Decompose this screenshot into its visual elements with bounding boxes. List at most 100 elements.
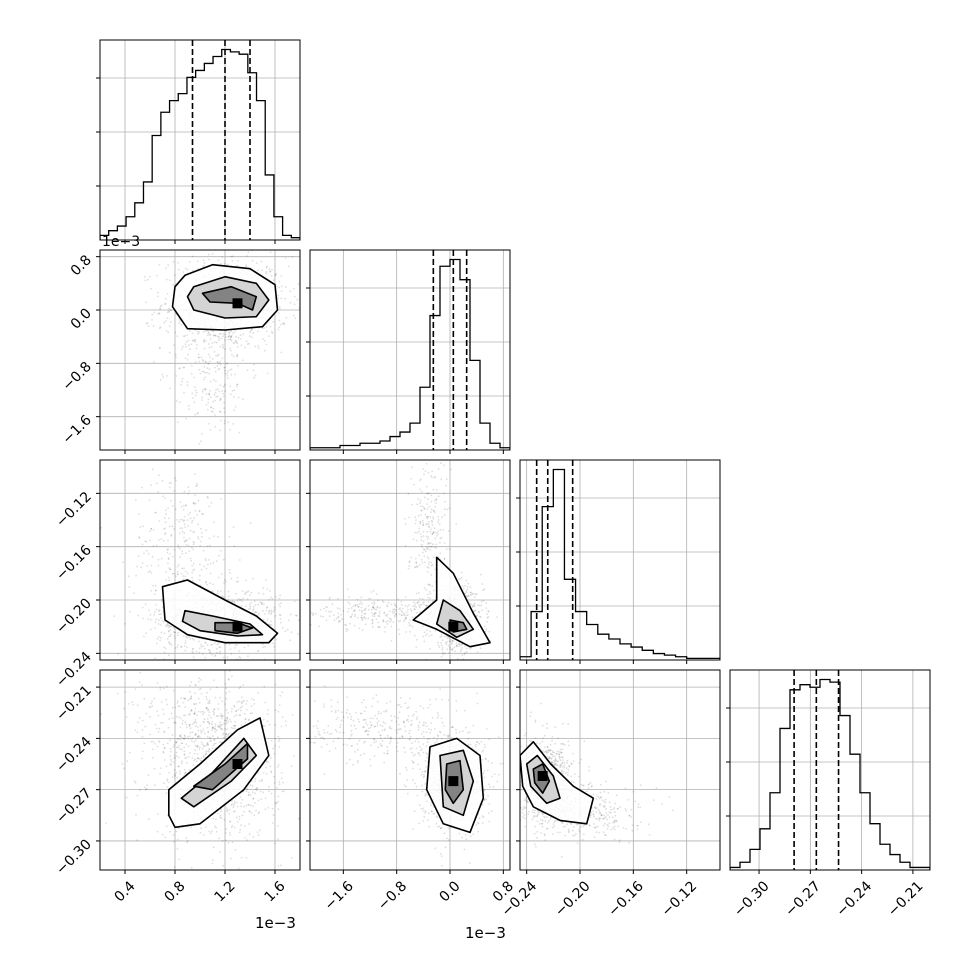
sample-point xyxy=(173,721,175,724)
sample-point xyxy=(240,701,243,703)
sample-point xyxy=(448,548,451,550)
sample-point xyxy=(383,611,386,614)
sample-point xyxy=(209,360,212,363)
sample-point xyxy=(217,736,219,739)
sample-point xyxy=(164,527,167,530)
sample-point xyxy=(264,725,266,727)
sample-point xyxy=(262,338,264,340)
sample-point xyxy=(235,710,237,713)
sample-point xyxy=(274,273,277,276)
sample-point xyxy=(417,600,420,603)
sample-point xyxy=(194,361,197,363)
sample-point xyxy=(136,704,139,707)
sample-point xyxy=(164,497,166,500)
sample-point xyxy=(205,340,207,342)
sample-point xyxy=(340,613,342,616)
sample-point xyxy=(236,701,239,704)
sample-point xyxy=(126,760,129,763)
sample-point xyxy=(117,652,120,655)
sample-point xyxy=(198,640,200,643)
sample-point xyxy=(198,369,201,371)
sample-point xyxy=(432,543,434,546)
sample-point xyxy=(262,791,265,794)
sample-point xyxy=(227,335,230,338)
sample-point xyxy=(177,262,179,264)
sample-point xyxy=(214,334,217,337)
sample-point xyxy=(233,409,236,412)
sample-point xyxy=(328,615,331,618)
sample-points xyxy=(143,250,300,445)
sample-point xyxy=(266,618,269,621)
sample-point xyxy=(216,365,219,367)
sample-point xyxy=(241,814,244,817)
sample-point xyxy=(146,565,149,567)
sample-point xyxy=(157,558,160,561)
sample-point xyxy=(241,359,244,362)
sample-point xyxy=(219,714,222,717)
sample-point xyxy=(453,646,456,648)
sample-point xyxy=(204,656,207,659)
sample-point xyxy=(274,615,277,617)
sample-point xyxy=(196,714,198,716)
sample-point xyxy=(223,582,225,584)
sample-point xyxy=(393,610,396,613)
sample-point xyxy=(160,557,163,560)
sample-point xyxy=(193,401,196,404)
sample-point xyxy=(465,590,468,592)
sample-point xyxy=(205,330,208,332)
hist-panel-2 xyxy=(516,459,721,664)
sample-point xyxy=(155,544,158,547)
sample-point xyxy=(223,722,225,725)
sample-point xyxy=(211,643,214,646)
sample-point xyxy=(437,533,439,535)
sample-point xyxy=(208,747,211,750)
sample-point xyxy=(408,516,410,519)
sample-point xyxy=(158,312,161,314)
sample-point xyxy=(228,334,231,337)
sample-point xyxy=(263,326,266,329)
sample-point xyxy=(190,695,193,698)
sample-point xyxy=(285,724,287,727)
sample-point xyxy=(371,602,374,604)
sample-point xyxy=(200,692,203,695)
sample-point xyxy=(203,264,206,267)
sample-point xyxy=(352,605,355,608)
sample-point xyxy=(194,711,197,713)
sample-point xyxy=(473,610,475,612)
sample-point xyxy=(198,688,201,691)
sample-point xyxy=(208,749,211,751)
sample-point xyxy=(443,558,446,560)
sample-point xyxy=(390,619,392,622)
sample-point xyxy=(143,635,145,638)
sample-point xyxy=(464,652,466,654)
sample-point xyxy=(487,610,490,613)
sample-point xyxy=(230,720,233,723)
sample-point xyxy=(200,757,203,760)
sample-point xyxy=(449,646,451,649)
sample-point xyxy=(292,314,295,317)
sample-point xyxy=(173,744,176,746)
sample-point xyxy=(186,334,189,337)
sample-point xyxy=(182,366,185,369)
sample-point xyxy=(223,395,225,398)
sample-point xyxy=(432,488,435,491)
sample-point xyxy=(202,721,205,724)
sample-point xyxy=(269,270,271,273)
sample-point xyxy=(220,728,223,730)
sample-point xyxy=(230,334,233,337)
sample-point xyxy=(245,605,247,608)
sample-point xyxy=(208,702,211,705)
sample-point xyxy=(177,737,180,740)
sample-point xyxy=(447,644,450,647)
sample-point xyxy=(486,616,489,619)
sample-point xyxy=(430,574,433,576)
sample-point xyxy=(168,626,170,629)
sample-point xyxy=(473,592,475,595)
sample-point xyxy=(435,489,438,491)
sample-point xyxy=(423,603,425,606)
sample-point xyxy=(219,384,222,387)
sample-point xyxy=(422,468,425,470)
sample-point xyxy=(424,550,427,552)
sample-point xyxy=(209,389,212,392)
sample-point xyxy=(244,593,246,596)
